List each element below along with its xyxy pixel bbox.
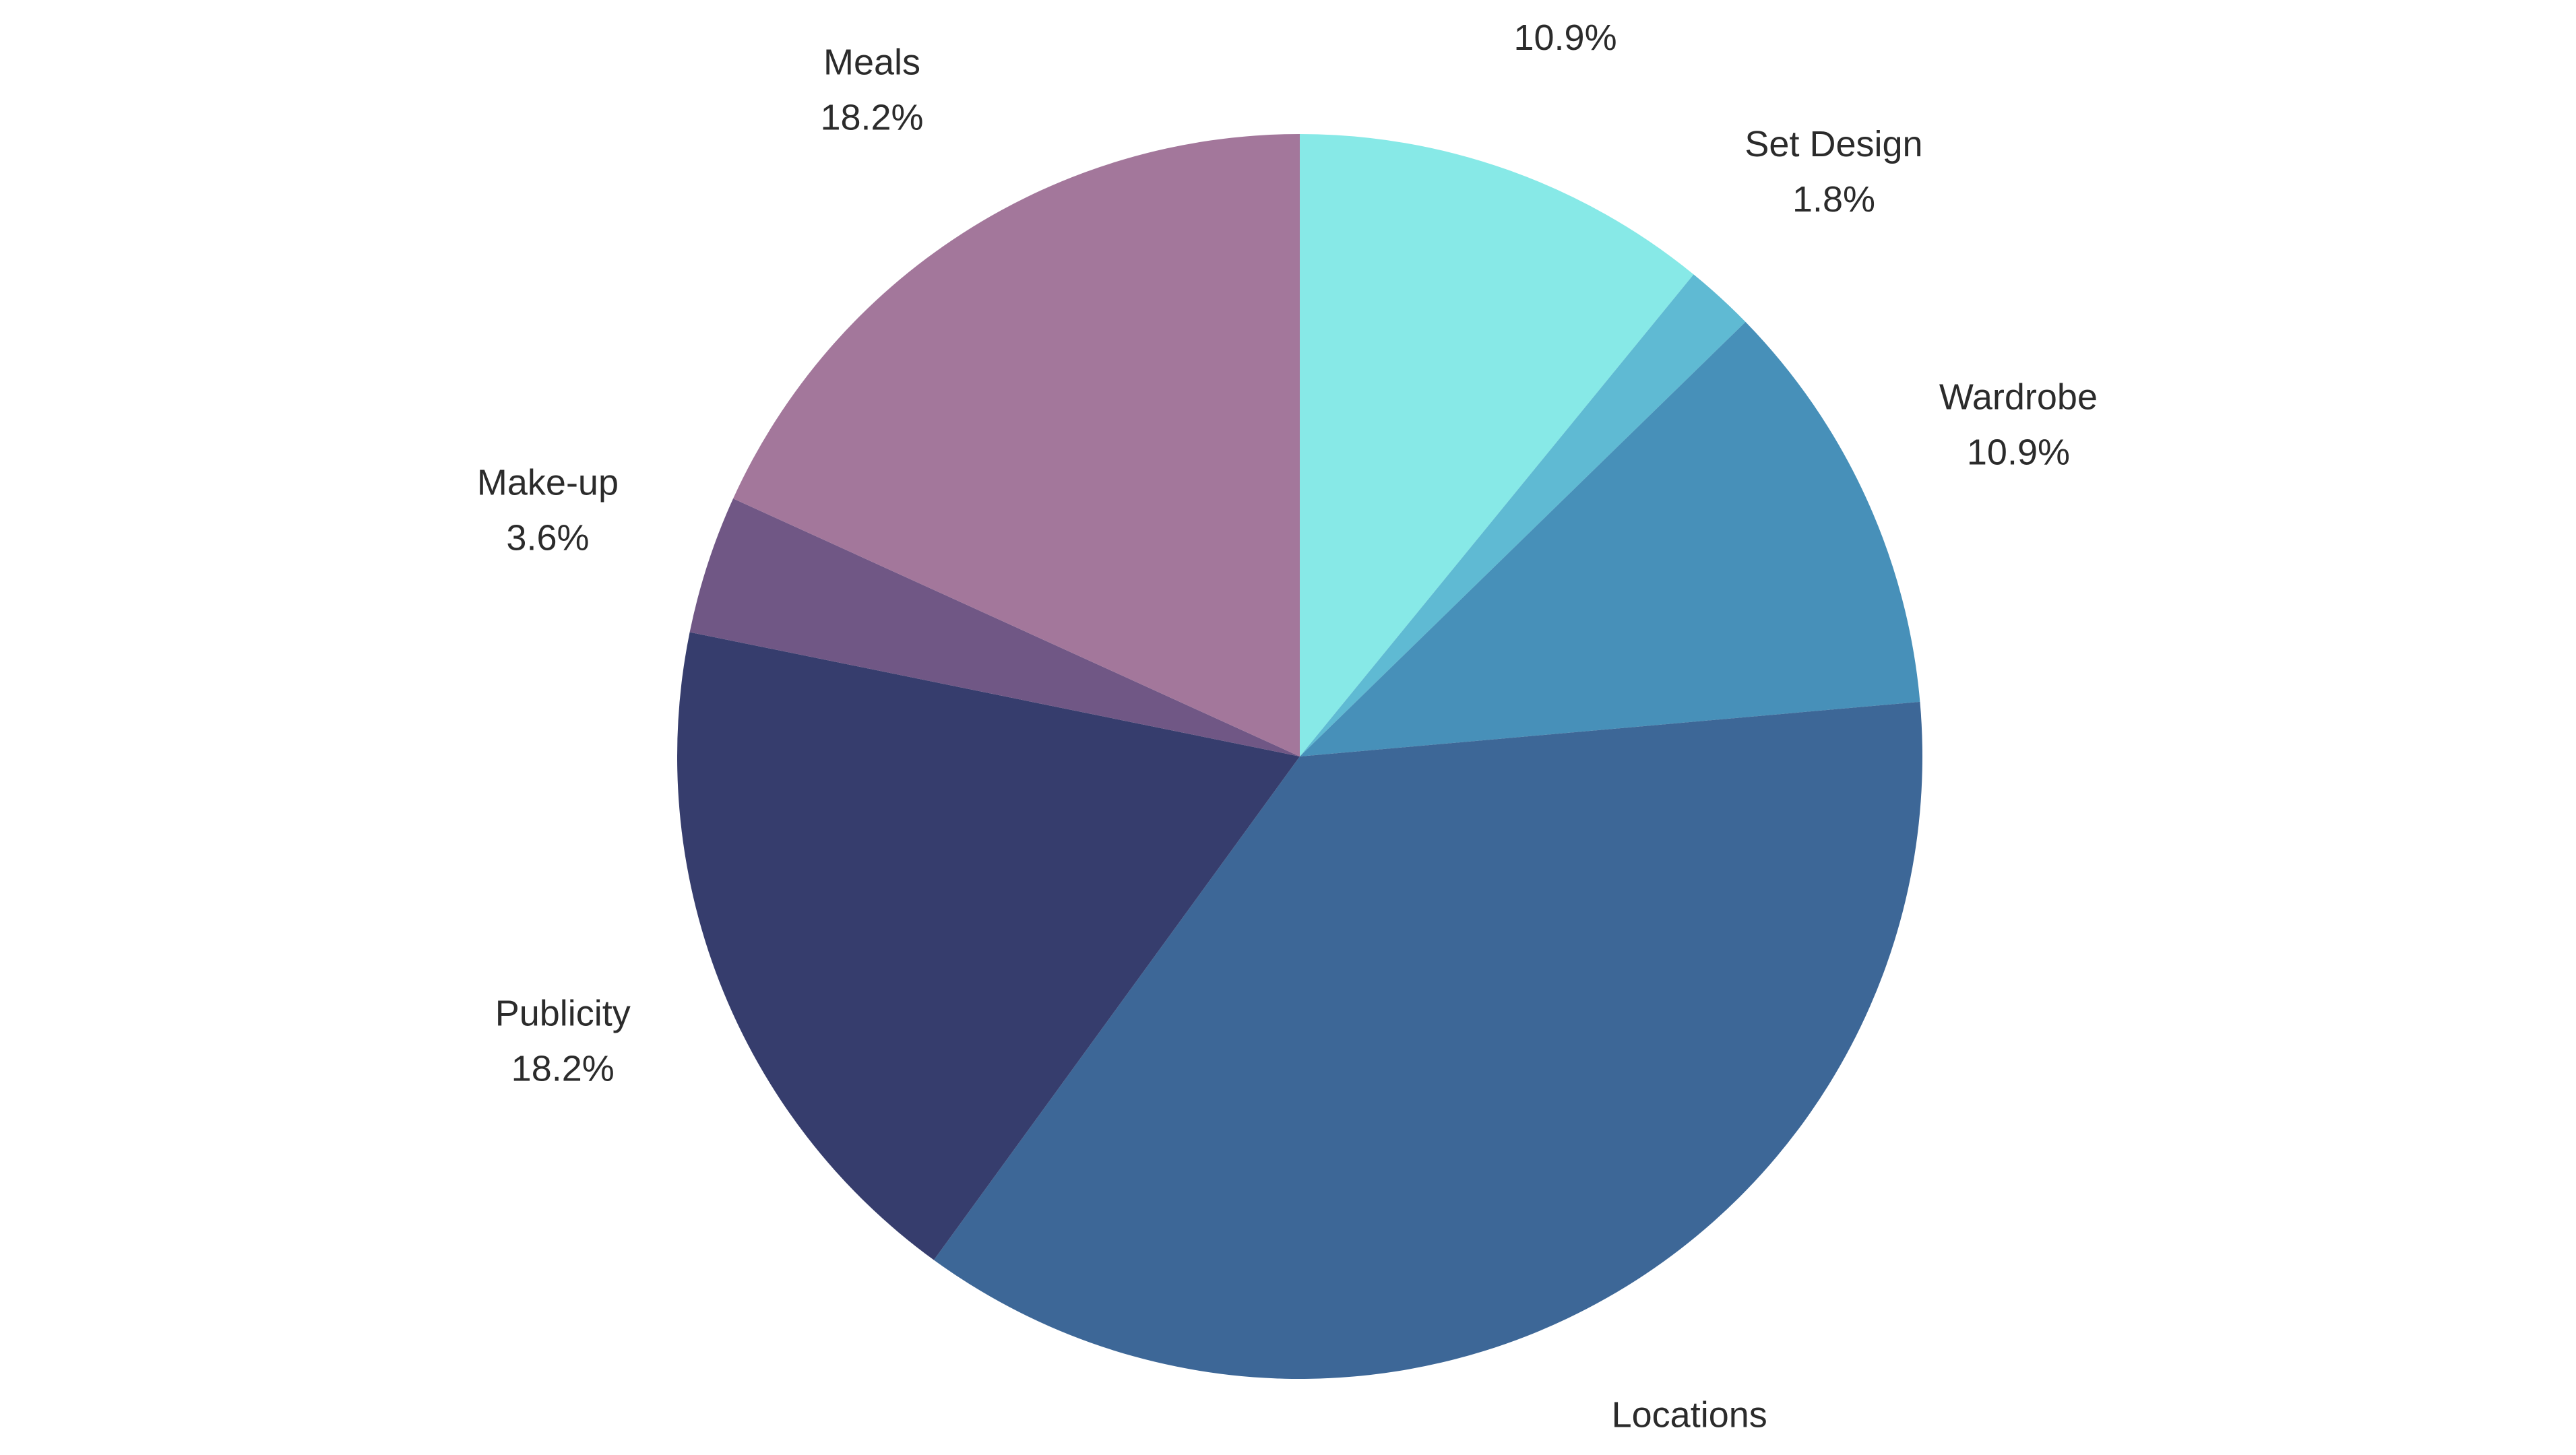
pie-slice [1300, 321, 1920, 756]
slice-value-label: 10.9% [1513, 18, 1616, 58]
slice-value-label: 1.8% [1792, 179, 1875, 220]
slice-label: Locations [1612, 1394, 1767, 1435]
slice-label: Wardrobe [1939, 377, 2098, 418]
slice-value-label: 36.4% [1638, 1450, 1741, 1455]
pie-slice [1300, 274, 1746, 757]
pie-slice [733, 134, 1300, 756]
slice-value-label: 18.2% [820, 97, 923, 137]
slice-label: Meals [823, 42, 920, 82]
slice-label: Travel & Accommodations [1354, 0, 1776, 3]
pie-slice [689, 498, 1300, 756]
slice-label: Publicity [495, 993, 631, 1033]
pie-slice [933, 701, 1922, 1380]
slice-value-label: 18.2% [511, 1048, 615, 1089]
pie-slice [677, 632, 1300, 1260]
slice-label: Set Design [1745, 124, 1922, 164]
slice-label: Make-up [477, 463, 619, 503]
slice-value-label: 3.6% [506, 518, 589, 558]
pie-slice [1300, 134, 1694, 756]
slice-value-label: 10.9% [1967, 432, 2070, 473]
